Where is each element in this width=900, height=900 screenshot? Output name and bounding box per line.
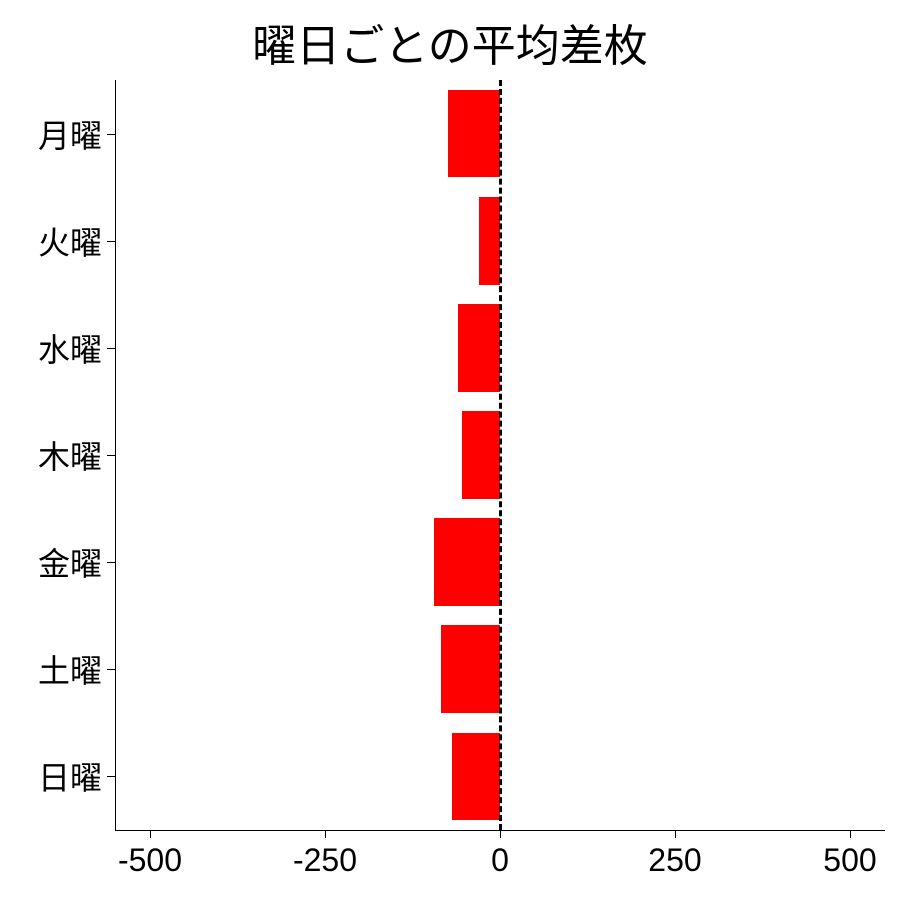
- x-tick-label: 250: [648, 842, 701, 879]
- y-axis: 月曜火曜水曜木曜金曜土曜日曜: [115, 80, 116, 830]
- chart-title: 曜日ごとの平均差枚: [0, 10, 900, 74]
- x-axis: -500-2500250500: [115, 830, 885, 831]
- x-tick-label: -250: [293, 842, 357, 879]
- y-tick-label: 日曜: [38, 753, 102, 799]
- y-tick-label: 木曜: [38, 432, 102, 478]
- bar: [448, 90, 501, 178]
- x-tick: [325, 830, 326, 838]
- y-tick: [107, 562, 115, 563]
- x-tick-label: -500: [118, 842, 182, 879]
- bar: [452, 733, 500, 821]
- x-tick: [150, 830, 151, 838]
- bar: [458, 304, 500, 392]
- bar: [434, 518, 501, 606]
- y-tick: [107, 455, 115, 456]
- y-tick: [107, 241, 115, 242]
- bar: [462, 411, 501, 499]
- y-tick: [107, 776, 115, 777]
- y-tick: [107, 134, 115, 135]
- y-tick-label: 金曜: [38, 539, 102, 585]
- y-tick: [107, 669, 115, 670]
- plot-area: [115, 80, 885, 830]
- x-tick: [850, 830, 851, 838]
- bar: [441, 625, 501, 713]
- bar: [479, 197, 500, 285]
- y-tick-label: 月曜: [38, 111, 102, 157]
- y-tick-label: 土曜: [38, 646, 102, 692]
- zero-reference-line: [499, 80, 502, 830]
- y-tick-label: 火曜: [38, 218, 102, 264]
- y-tick: [107, 348, 115, 349]
- y-tick-label: 水曜: [38, 325, 102, 371]
- x-tick: [500, 830, 501, 838]
- x-tick-label: 500: [823, 842, 876, 879]
- x-tick-label: 0: [491, 842, 509, 879]
- x-tick: [675, 830, 676, 838]
